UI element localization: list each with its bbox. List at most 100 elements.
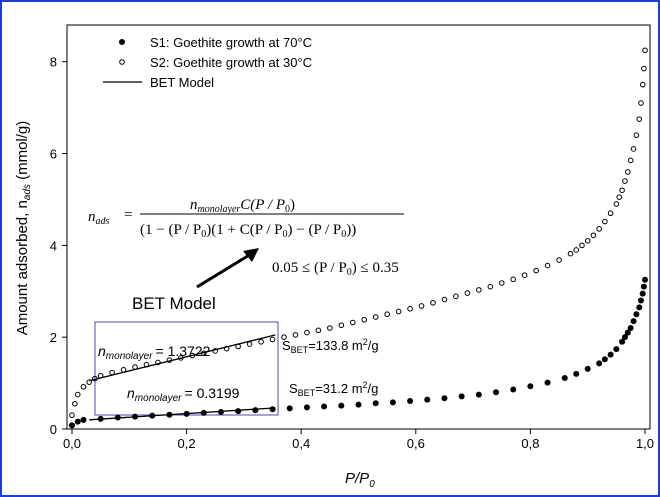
legend: S1: Goethite growth at 70°C S2: Goethite… xyxy=(103,35,312,90)
s2-data-point xyxy=(246,341,253,347)
s1-data-point xyxy=(624,329,631,336)
s1-data-point xyxy=(269,406,276,413)
s1-data-point xyxy=(596,360,603,367)
s2-data-point xyxy=(453,293,459,300)
bet-range-label: 0.05 ≤ (P / P0) ≤ 0.35 xyxy=(272,260,399,278)
x-tick-label: 0,2 xyxy=(178,436,196,451)
s2-data-point xyxy=(590,232,597,239)
s2-data-point xyxy=(630,146,637,152)
s1-data-point xyxy=(627,325,634,331)
s1-data-point xyxy=(235,408,242,415)
s1-data-point xyxy=(636,304,643,311)
s2-data-point xyxy=(327,325,333,331)
s2-data-point xyxy=(584,237,591,244)
y-tick-label: 6 xyxy=(50,147,57,162)
s2-data-point xyxy=(80,383,87,390)
s2-data-point xyxy=(86,379,92,385)
s1-data-point xyxy=(74,418,81,425)
s1-data-point xyxy=(321,403,328,410)
s2-data-point xyxy=(292,332,299,338)
plot-area xyxy=(66,24,651,430)
legend-marker-s1 xyxy=(119,39,125,45)
s1-data-point xyxy=(613,346,620,353)
y-tick-label: 0 xyxy=(50,422,57,437)
s2-data-point xyxy=(476,287,482,293)
s2-data-point xyxy=(69,412,75,419)
s2-data-point xyxy=(567,250,574,257)
data-series xyxy=(69,47,648,429)
s1-data-point xyxy=(69,422,75,429)
s2-data-point xyxy=(430,299,436,306)
s2-data-point xyxy=(641,65,647,72)
s1-data-point xyxy=(637,297,644,304)
s2-data-point xyxy=(633,132,640,138)
s1-data-point xyxy=(338,402,345,409)
s2-data-point xyxy=(155,359,161,366)
bet-range-box xyxy=(94,321,279,416)
s2-data-point xyxy=(395,308,402,315)
x-axis-label: P/P0 xyxy=(345,470,375,490)
s2-data-point xyxy=(596,226,602,232)
s1-data-point xyxy=(389,399,396,406)
s2-data-point xyxy=(372,314,379,320)
s2-data-point xyxy=(607,210,614,217)
arrow-head xyxy=(243,248,259,262)
s2-data-point xyxy=(602,218,608,225)
bet-model-line xyxy=(89,407,276,421)
s2-data-point xyxy=(613,201,620,207)
s2-data-point xyxy=(627,157,634,164)
s2-data-point xyxy=(384,311,390,318)
s2-data-point xyxy=(622,178,628,184)
s2-data-point xyxy=(573,247,580,253)
s1-data-point xyxy=(601,356,608,363)
s2-data-point xyxy=(315,327,322,334)
s1-data-point xyxy=(493,389,500,396)
equation-denominator: (1 − (P / P0)(1 + C(P / P0) − (P / P0)) xyxy=(140,222,356,240)
bet-equation: nads = nmonolayerC(P / P0) (1 − (P / P0)… xyxy=(88,197,404,278)
legend-label-bet: BET Model xyxy=(150,75,214,90)
y-tick-label: 2 xyxy=(50,330,57,345)
y-axis-label: Amount adsorbed, nads (mmol/g) xyxy=(14,121,33,336)
s1-data-point xyxy=(573,370,580,377)
s1-sbet-label: SBET=31.2 m2/g xyxy=(289,380,378,398)
s1-data-point xyxy=(527,383,534,390)
s2-data-point xyxy=(619,187,625,194)
s2-data-point xyxy=(638,100,644,106)
s2-monolayer-label: nmonolayer = 1.3722 xyxy=(98,343,211,362)
bet-model-label: BET Model xyxy=(132,294,216,313)
legend-marker-s2 xyxy=(119,59,125,65)
x-tick-label: 0,6 xyxy=(407,436,425,451)
equation-lhs: nads xyxy=(88,209,110,227)
s2-data-point xyxy=(487,283,494,290)
equation-numerator: nmonolayerC(P / P0) xyxy=(190,197,295,215)
legend-label-s1: S1: Goethite growth at 70°C xyxy=(150,35,312,50)
s2-data-point xyxy=(556,257,562,263)
s2-data-point xyxy=(418,303,425,309)
s1-data-point xyxy=(584,365,591,372)
s2-data-point xyxy=(74,391,81,398)
s2-data-point xyxy=(636,116,643,122)
x-tick-label: 1,0 xyxy=(636,436,654,451)
s2-data-point xyxy=(510,276,517,283)
s2-data-point xyxy=(349,319,356,326)
s1-data-point xyxy=(424,396,431,403)
bet-model-arrow xyxy=(196,248,259,289)
equation-equals: = xyxy=(124,207,132,223)
s1-data-point xyxy=(458,393,465,400)
s2-data-point xyxy=(72,400,78,407)
s1-data-point xyxy=(441,395,448,402)
s1-data-point xyxy=(355,401,362,408)
s2-data-point xyxy=(258,338,264,345)
x-tick-label: 0,0 xyxy=(63,436,81,451)
s1-data-point xyxy=(633,311,640,318)
s1-data-point xyxy=(630,318,637,325)
s1-data-point xyxy=(510,386,517,393)
y-tick-label: 4 xyxy=(50,238,57,253)
s1-data-point xyxy=(619,338,626,345)
s2-data-point xyxy=(642,47,648,54)
s1-data-point xyxy=(252,407,259,414)
s2-data-point xyxy=(304,329,310,336)
s1-data-point xyxy=(475,391,482,398)
s1-data-point xyxy=(640,283,647,290)
